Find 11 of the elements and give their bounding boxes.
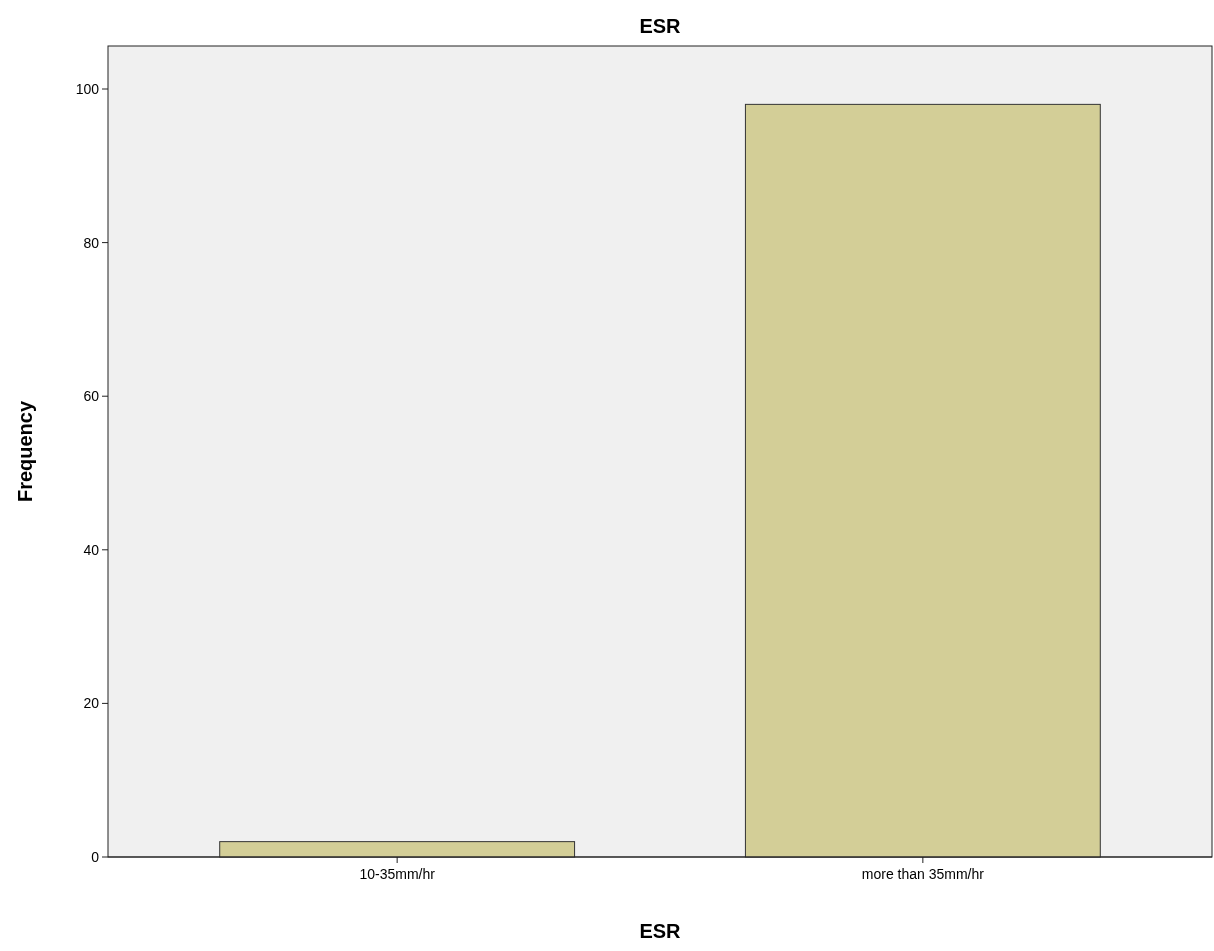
y-tick-label: 100 bbox=[75, 80, 100, 97]
chart-title: ESR bbox=[639, 15, 682, 37]
y-tick-label: 20 bbox=[83, 695, 100, 712]
y-tick-label: 80 bbox=[83, 234, 100, 251]
y-tick-label: 0 bbox=[91, 848, 100, 865]
x-tick-label: more than 35mm/hr bbox=[861, 866, 985, 882]
x-axis-title: ESR bbox=[639, 920, 682, 942]
y-axis-title: Frequency bbox=[14, 400, 36, 503]
x-tick-label: 10-35mm/hr bbox=[359, 866, 436, 882]
y-tick-label: 60 bbox=[83, 388, 100, 405]
y-tick-label: 40 bbox=[83, 541, 100, 558]
